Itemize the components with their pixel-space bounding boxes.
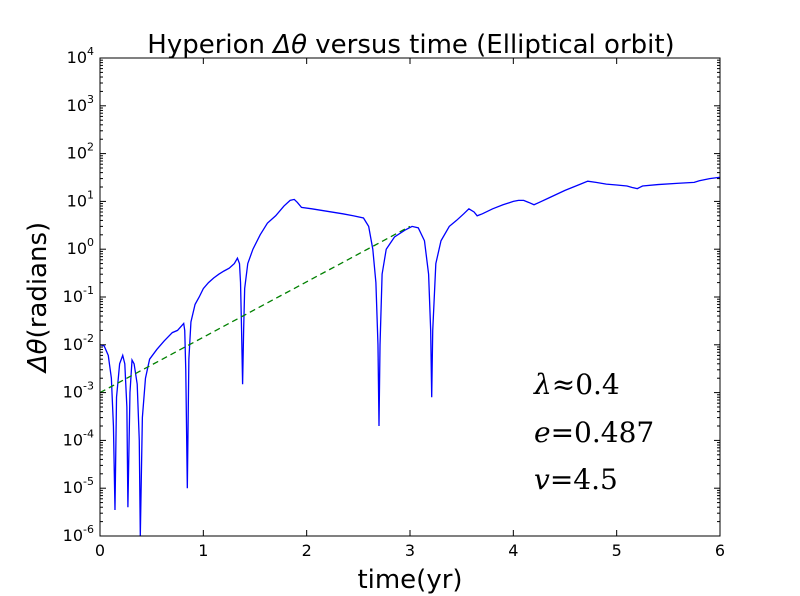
x-tick-label: 4 [508,541,518,560]
y-tick-label: 10-1 [63,284,94,306]
annotation-velocity: v=4.5 [534,463,618,496]
y-axis-label: Δθ(radians) [23,222,53,374]
plot-frame [99,57,721,537]
chart-title: Hyperion Δθ versus time (Elliptical orbi… [147,30,674,60]
annotation-eccentricity: e=0.487 [534,416,654,449]
x-axis-label: time(yr) [357,565,462,595]
series-layer [99,176,721,537]
x-tick-label: 0 [95,541,105,560]
delta-theta-line [99,176,721,537]
y-tick-label: 104 [67,45,94,67]
trend-line-dashed [99,225,411,394]
x-tick-label: 5 [612,541,622,560]
y-tick-label: 10-4 [63,427,94,449]
annotation-block: λ≈0.4 e=0.487 v=4.5 [533,368,654,496]
y-tick-label: 10-5 [63,475,94,497]
x-axis-ticks: 0 1 2 3 4 5 6 [95,58,725,560]
y-tick-label: 10-3 [63,380,94,402]
annotation-lambda: λ≈0.4 [533,368,620,401]
y-tick-label: 10-6 [63,523,94,545]
x-tick-label: 1 [198,541,208,560]
y-tick-label: 101 [67,188,94,210]
y-tick-label: 102 [67,141,94,163]
y-tick-label: 10-2 [63,332,94,354]
y-axis-ticks: 10-6 10-5 10-4 10-3 10-2 10-1 100 101 102 103 104 [63,45,720,545]
x-tick-label: 3 [405,541,415,560]
y-tick-label: 100 [67,236,94,258]
y-tick-label: 103 [67,93,94,115]
x-tick-label: 2 [302,541,312,560]
x-tick-label: 6 [715,541,725,560]
